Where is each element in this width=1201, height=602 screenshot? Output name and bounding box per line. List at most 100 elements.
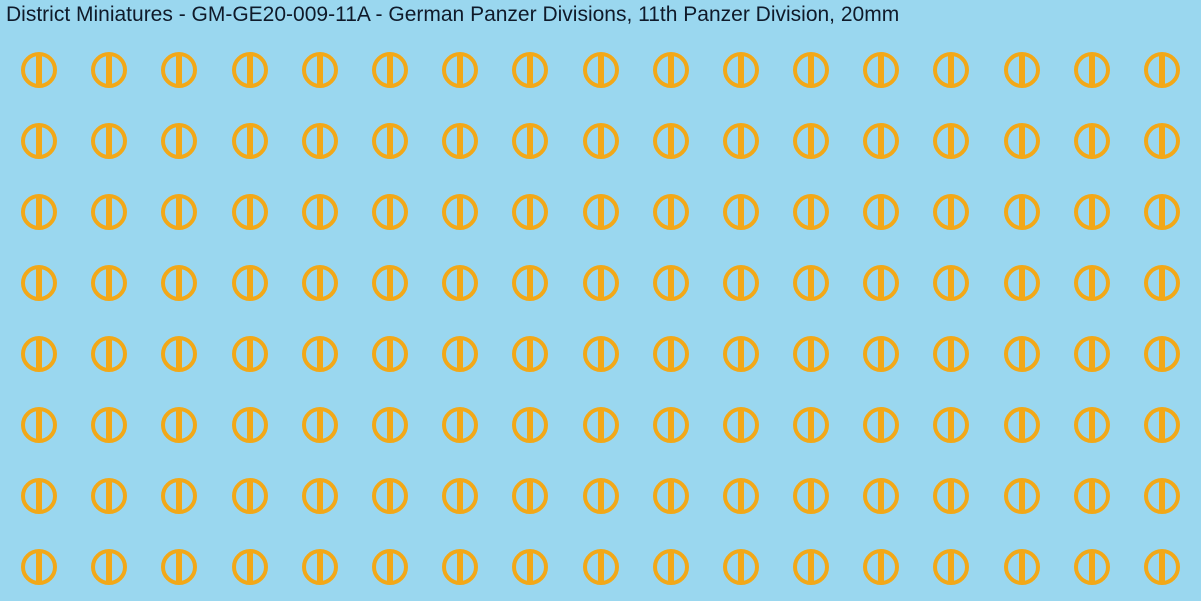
decal-cell xyxy=(74,389,144,460)
decal-cell xyxy=(495,460,565,531)
decal-cell xyxy=(495,531,565,602)
division-insignia-icon xyxy=(442,478,478,514)
division-insignia-icon xyxy=(232,265,268,301)
division-insignia-icon xyxy=(583,123,619,159)
decal-row xyxy=(4,176,1197,247)
decal-cell xyxy=(144,531,214,602)
division-insignia-icon xyxy=(793,265,829,301)
decal-cell xyxy=(987,247,1057,318)
decal-cell xyxy=(916,34,986,105)
decal-cell xyxy=(636,389,706,460)
decal-cell xyxy=(706,105,776,176)
decal-cell xyxy=(355,460,425,531)
decal-cell xyxy=(776,34,846,105)
division-insignia-icon xyxy=(512,52,548,88)
decal-cell xyxy=(495,389,565,460)
division-insignia-icon xyxy=(372,336,408,372)
decal-cell xyxy=(566,176,636,247)
decal-cell xyxy=(4,176,74,247)
decal-cell xyxy=(74,176,144,247)
decal-cell xyxy=(1057,460,1127,531)
division-insignia-icon xyxy=(232,336,268,372)
decal-cell xyxy=(776,318,846,389)
division-insignia-icon xyxy=(583,478,619,514)
decal-cell xyxy=(4,389,74,460)
division-insignia-icon xyxy=(863,407,899,443)
division-insignia-icon xyxy=(91,549,127,585)
division-insignia-icon xyxy=(723,194,759,230)
decal-cell xyxy=(1127,531,1197,602)
division-insignia-icon xyxy=(442,52,478,88)
division-insignia-icon xyxy=(512,265,548,301)
division-insignia-icon xyxy=(1074,336,1110,372)
division-insignia-icon xyxy=(723,478,759,514)
decal-cell xyxy=(987,176,1057,247)
division-insignia-icon xyxy=(232,407,268,443)
division-insignia-icon xyxy=(512,194,548,230)
decal-cell xyxy=(916,105,986,176)
decal-cell xyxy=(1127,105,1197,176)
division-insignia-icon xyxy=(793,336,829,372)
decal-cell xyxy=(776,460,846,531)
division-insignia-icon xyxy=(372,52,408,88)
decal-cell xyxy=(636,105,706,176)
decal-cell xyxy=(916,389,986,460)
decal-cell xyxy=(846,247,916,318)
decal-cell xyxy=(495,318,565,389)
division-insignia-icon xyxy=(302,123,338,159)
division-insignia-icon xyxy=(21,336,57,372)
division-insignia-icon xyxy=(161,478,197,514)
decal-cell xyxy=(144,389,214,460)
division-insignia-icon xyxy=(91,478,127,514)
decal-cell xyxy=(74,318,144,389)
division-insignia-icon xyxy=(653,407,689,443)
decal-cell xyxy=(566,247,636,318)
division-insignia-icon xyxy=(933,52,969,88)
decal-cell xyxy=(566,318,636,389)
division-insignia-icon xyxy=(161,549,197,585)
decal-cell xyxy=(846,531,916,602)
division-insignia-icon xyxy=(583,549,619,585)
division-insignia-icon xyxy=(1004,265,1040,301)
division-insignia-icon xyxy=(372,194,408,230)
division-insignia-icon xyxy=(793,194,829,230)
division-insignia-icon xyxy=(863,52,899,88)
division-insignia-icon xyxy=(1144,407,1180,443)
division-insignia-icon xyxy=(723,52,759,88)
decal-cell xyxy=(1057,389,1127,460)
division-insignia-icon xyxy=(442,336,478,372)
decal-cell xyxy=(425,318,495,389)
decal-cell xyxy=(4,247,74,318)
division-insignia-icon xyxy=(793,407,829,443)
division-insignia-icon xyxy=(1004,336,1040,372)
decal-cell xyxy=(916,176,986,247)
decal-cell xyxy=(285,460,355,531)
division-insignia-icon xyxy=(863,549,899,585)
decal-cell xyxy=(706,460,776,531)
division-insignia-icon xyxy=(1074,549,1110,585)
decal-cell xyxy=(1127,389,1197,460)
division-insignia-icon xyxy=(21,265,57,301)
decal-cell xyxy=(636,176,706,247)
division-insignia-icon xyxy=(863,265,899,301)
division-insignia-icon xyxy=(512,549,548,585)
division-insignia-icon xyxy=(793,478,829,514)
division-insignia-icon xyxy=(1074,52,1110,88)
decal-row xyxy=(4,318,1197,389)
division-insignia-icon xyxy=(1074,123,1110,159)
division-insignia-icon xyxy=(1074,478,1110,514)
division-insignia-icon xyxy=(372,265,408,301)
decal-cell xyxy=(916,531,986,602)
decal-sheet: District Miniatures - GM-GE20-009-11A - … xyxy=(0,0,1201,601)
division-insignia-icon xyxy=(723,265,759,301)
division-insignia-icon xyxy=(723,123,759,159)
decal-row xyxy=(4,34,1197,105)
decal-cell xyxy=(285,176,355,247)
division-insignia-icon xyxy=(232,52,268,88)
decal-cell xyxy=(215,531,285,602)
division-insignia-icon xyxy=(1144,123,1180,159)
division-insignia-icon xyxy=(21,407,57,443)
decal-cell xyxy=(916,318,986,389)
decal-cell xyxy=(916,460,986,531)
division-insignia-icon xyxy=(1004,407,1040,443)
